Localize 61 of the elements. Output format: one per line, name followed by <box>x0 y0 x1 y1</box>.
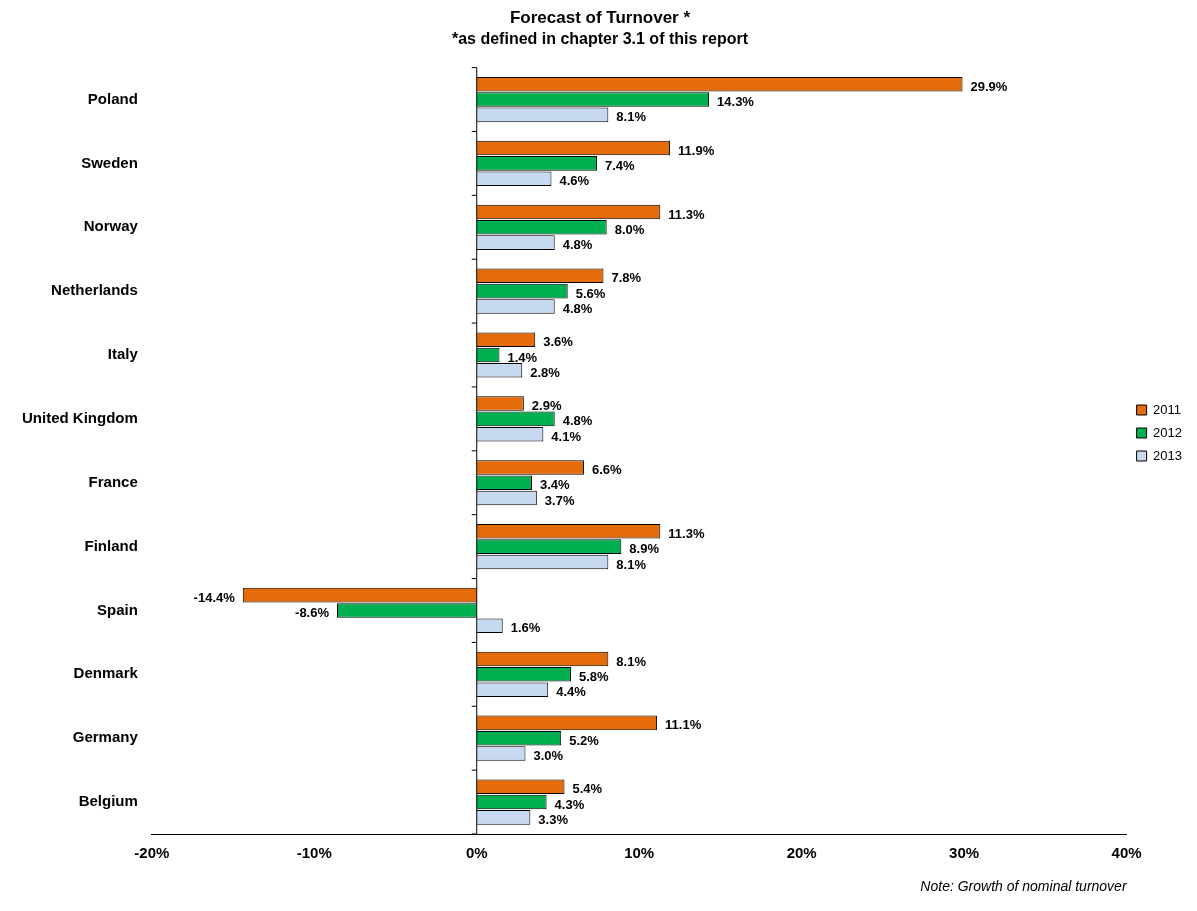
y-tick-label: Poland <box>87 89 138 107</box>
x-tick-label: 30% <box>949 844 980 862</box>
data-label: 11.3% <box>668 206 705 222</box>
data-label: 7.8% <box>611 270 642 286</box>
text: Note: Growth of nominal turnover <box>920 878 1128 894</box>
y-tick-label: Netherlands <box>51 281 138 299</box>
y-tick-label: Finland <box>84 536 138 554</box>
y-tick-label: Sweden <box>81 153 138 171</box>
data-label: 1.6% <box>510 620 541 636</box>
data-label: 3.4% <box>539 477 571 493</box>
data-label: -14.4% <box>193 589 236 605</box>
data-label: 29.9% <box>970 78 1008 94</box>
data-label: -8.6% <box>295 605 330 621</box>
x-tick-label: 40% <box>1111 844 1142 862</box>
y-tick-label: Belgium <box>78 792 138 810</box>
data-label: 4.1% <box>551 428 582 444</box>
data-label: 6.6% <box>591 461 623 477</box>
data-label: 3.7% <box>544 492 575 508</box>
x-tick-label: -10% <box>296 844 332 862</box>
data-label: 11.9% <box>678 142 715 158</box>
data-label: 4.6% <box>559 173 590 189</box>
data-label: 8.9% <box>629 541 660 557</box>
chart-subtitle: *as defined in chapter 3.1 of this report <box>451 30 749 48</box>
data-label: 4.8% <box>562 237 593 253</box>
data-label: 5.8% <box>578 668 610 684</box>
data-label: 2.9% <box>531 398 562 414</box>
data-label: 3.6% <box>543 334 574 350</box>
data-label: 5.4% <box>572 781 603 797</box>
data-label: 14.3% <box>717 94 755 110</box>
data-label: 8.0% <box>614 221 645 237</box>
data-label: 8.1% <box>616 653 647 669</box>
data-label: 8.1% <box>616 109 647 125</box>
x-tick-label: -20% <box>134 844 170 862</box>
data-label: 3.0% <box>533 748 564 764</box>
data-label: 4.3% <box>554 796 585 812</box>
y-tick-label: Germany <box>72 728 139 746</box>
chart-title: Forecast of Turnover * <box>509 7 691 27</box>
y-tick-label: Norway <box>83 217 139 235</box>
data-label: 4.8% <box>562 301 593 317</box>
data-label: 2.8% <box>530 364 561 380</box>
y-tick-label: Denmark <box>73 664 139 682</box>
legend-label: 2012 <box>1153 424 1182 440</box>
x-tick-label: 10% <box>624 844 655 862</box>
data-label: 5.2% <box>569 732 600 748</box>
data-label: 7.4% <box>604 157 636 173</box>
data-label: 11.3% <box>668 525 705 541</box>
x-tick-label: 20% <box>786 844 817 862</box>
data-label: 5.6% <box>575 285 606 301</box>
y-tick-label: France <box>88 472 138 490</box>
legend-label: 2011 <box>1153 401 1182 417</box>
y-tick-label: Italy <box>107 345 139 363</box>
data-label: 4.8% <box>562 413 593 429</box>
y-tick-label: United Kingdom <box>21 409 138 427</box>
data-label: 11.1% <box>665 717 702 733</box>
x-tick-label: 0% <box>465 844 488 862</box>
data-label: 1.4% <box>507 349 538 365</box>
data-label: 8.1% <box>616 556 647 572</box>
data-label: 4.4% <box>556 684 587 700</box>
legend-label: 2013 <box>1153 447 1182 463</box>
y-tick-label: Spain <box>96 600 138 618</box>
data-label: 3.3% <box>538 811 569 827</box>
